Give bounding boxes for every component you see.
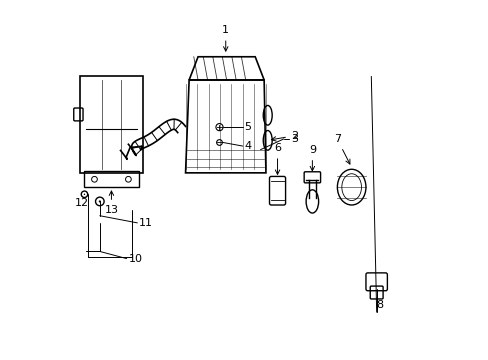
- Text: 9: 9: [308, 145, 315, 171]
- Text: 4: 4: [244, 141, 251, 151]
- Text: 8: 8: [376, 300, 383, 310]
- Bar: [83, 171, 139, 187]
- Text: 13: 13: [104, 191, 118, 215]
- Text: 11: 11: [139, 218, 153, 228]
- Text: 10: 10: [128, 253, 142, 264]
- Circle shape: [83, 194, 85, 195]
- Text: 7: 7: [333, 134, 349, 164]
- Circle shape: [99, 201, 101, 203]
- Text: 2: 2: [271, 131, 298, 141]
- Text: 5: 5: [244, 122, 251, 132]
- Text: 1: 1: [222, 25, 229, 51]
- Text: 3: 3: [290, 134, 297, 144]
- Bar: [80, 76, 142, 173]
- Text: 6: 6: [273, 143, 281, 174]
- Text: 12: 12: [75, 198, 89, 208]
